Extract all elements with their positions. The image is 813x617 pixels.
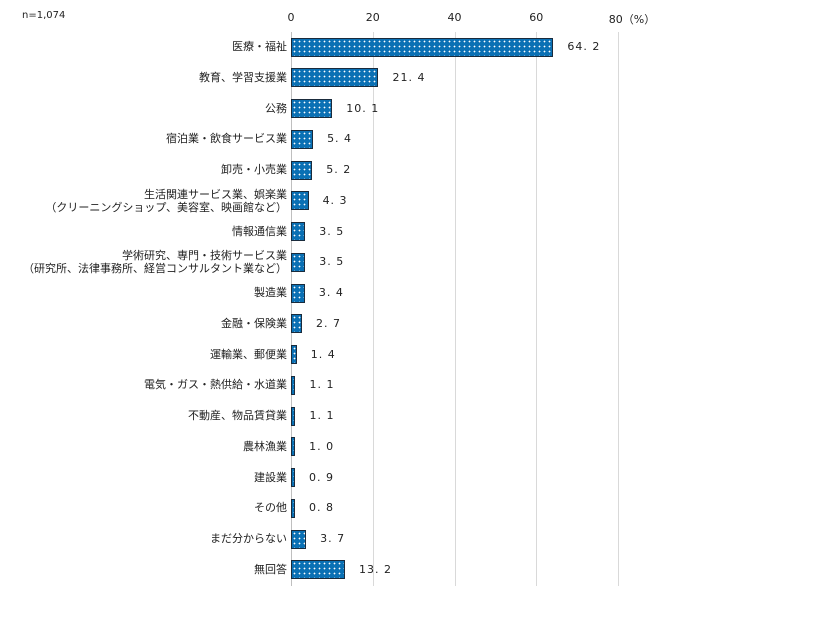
value-label: 1. 4 [310,347,336,361]
category-label: 公務 [265,102,287,115]
category-label-line1: 生活関連サービス業、娯楽業 [144,187,287,201]
x-tick-label: 60 [529,11,544,24]
bar [291,191,309,211]
category-label: 金融・保険業 [221,317,287,330]
category-label: 生活関連サービス業、娯楽業 （クリーニングショップ、美容室、映画館など） [45,188,287,214]
bar [291,345,297,365]
category-label: その他 [254,501,287,514]
value-label: 21. 4 [392,70,426,84]
bar [291,99,333,119]
value-label: 10. 1 [346,101,380,115]
category-label: 製造業 [254,286,287,299]
value-label: 3. 5 [319,255,345,269]
bar [291,468,295,488]
value-label: 1. 0 [309,439,335,453]
value-label: 1. 1 [309,378,335,392]
category-label-line1: 卸売・小売業 [221,163,287,177]
x-tick-label: 20 [365,11,380,24]
gridline [536,32,538,586]
category-label: 学術研究、専門・技術サービス業 （研究所、法律事務所、経営コンサルタント業など） [23,249,287,275]
category-label: 教育、学習支援業 [199,71,287,84]
bar [291,406,296,426]
bar [291,37,554,57]
category-label-line1: 学術研究、専門・技術サービス業 [122,249,287,263]
category-label-line1: 農林漁業 [243,439,287,453]
category-label-line2: （クリーニングショップ、美容室、映画館など） [45,200,287,214]
category-label-line1: 金融・保険業 [221,316,287,330]
bar [291,68,379,88]
bar [291,129,314,149]
category-label: 運輸業、郵便業 [210,348,287,361]
bar [291,252,306,272]
category-label-line2: （研究所、法律事務所、経営コンサルタント業など） [23,262,287,276]
bar [291,283,305,303]
value-label: 3. 7 [320,532,346,546]
gridline [372,32,374,586]
value-label: 0. 8 [309,501,334,515]
category-label: 宿泊業・飲食サービス業 [166,132,287,145]
gridline [454,32,456,586]
category-label-line1: 不動産、物品賃貸業 [188,409,287,423]
bar [291,560,345,580]
category-label: 農林漁業 [243,440,287,453]
x-tick-label: 80（%） [608,13,656,26]
category-label: 建設業 [254,471,287,484]
category-label: 不動産、物品賃貸業 [188,409,287,422]
category-label-line1: 電気・ガス・熱供給・水道業 [144,378,287,392]
category-label-line1: 公務 [265,101,287,115]
category-label-line1: 製造業 [254,286,287,300]
bar [291,498,295,518]
bar [291,529,307,549]
category-label-line1: 情報通信業 [232,224,287,238]
category-label: 電気・ガス・熱供給・水道業 [144,378,287,391]
gridline [618,32,619,586]
category-label-line1: 医療・福祉 [232,40,287,53]
category-label-line1: その他 [254,501,287,515]
category-label-line1: 宿泊業・飲食サービス業 [166,132,287,146]
bar [291,314,303,334]
category-label: まだ分からない [210,532,287,545]
category-label: 無回答 [254,563,287,576]
category-label-line1: 運輸業、郵便業 [210,347,287,361]
bar [291,222,306,242]
x-tick-label: 40 [447,11,462,24]
value-label: 64. 2 [567,40,601,53]
value-label: 5. 2 [326,163,352,177]
category-label-line1: 建設業 [254,470,287,484]
category-label-line1: まだ分からない [210,532,287,546]
value-label: 3. 5 [319,224,345,238]
value-label: 3. 4 [318,286,344,300]
category-label-line1: 無回答 [254,562,287,576]
category-label: 医療・福祉 [232,40,287,53]
value-label: 2. 7 [316,316,342,330]
x-tick-label: 0 [287,11,295,24]
bar [291,437,296,457]
category-label: 卸売・小売業 [221,163,287,176]
y-axis-line [291,32,292,586]
category-label-line1: 教育、学習支援業 [199,70,287,84]
value-label: 1. 1 [309,409,335,423]
value-label: 13. 2 [358,562,392,576]
category-label: 情報通信業 [232,225,287,238]
value-label: 4. 3 [322,193,348,207]
value-label: 0. 9 [309,470,334,484]
sample-size-label: n=1,074 [22,10,66,21]
bar [291,160,313,180]
bar [291,375,296,395]
value-label: 5. 4 [327,132,353,146]
